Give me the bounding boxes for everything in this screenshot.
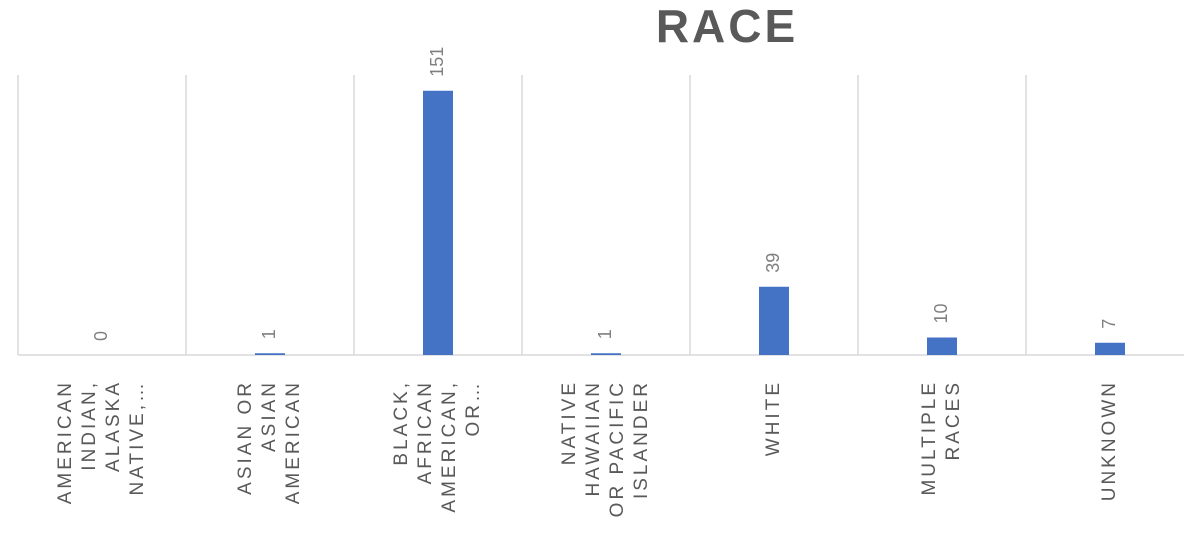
- label-line: AMERICAN,: [439, 380, 460, 513]
- label-line: MULTIPLE: [919, 380, 940, 496]
- label-line: WHITE: [763, 380, 784, 456]
- data-label: 39: [763, 253, 783, 273]
- label-line: BLACK,: [391, 380, 412, 466]
- label-line: AMERICAN: [55, 380, 76, 504]
- x-tick-label: MULTIPLE RACES: [919, 380, 964, 496]
- label-line: RACES: [943, 380, 964, 460]
- bar: [759, 286, 789, 355]
- x-tick-label: WHITE: [763, 380, 784, 456]
- label-line: INDIAN,: [79, 380, 100, 471]
- data-label: 1: [595, 329, 615, 339]
- data-label: 7: [1099, 319, 1119, 329]
- label-line: ALASKA: [103, 380, 124, 472]
- label-line: NATIVE: [559, 380, 580, 465]
- label-line: ASIAN: [259, 380, 280, 452]
- bar: [1095, 342, 1125, 355]
- data-label: 0: [91, 331, 111, 341]
- label-line: UNKNOWN: [1099, 380, 1120, 501]
- label-line: OR PACIFIC: [607, 380, 628, 517]
- x-tick-label: UNKNOWN: [1099, 380, 1120, 501]
- data-label: 1: [259, 329, 279, 339]
- bar: [591, 353, 621, 355]
- label-line: HAWAIIAN: [583, 380, 604, 497]
- x-tick-label: BLACK, AFRICAN AMERICAN, OR…: [391, 380, 484, 513]
- bar: [255, 353, 285, 355]
- label-line: AFRICAN: [415, 380, 436, 484]
- label-line: ISLANDER: [631, 380, 652, 499]
- bar: [927, 337, 957, 355]
- label-line: ASIAN OR: [235, 380, 256, 495]
- label-line: AMERICAN: [283, 380, 304, 504]
- data-label: 151: [427, 47, 447, 77]
- x-tick-label: NATIVE HAWAIIAN OR PACIFIC ISLANDER: [559, 380, 652, 517]
- x-tick-label: AMERICAN INDIAN, ALASKA NATIVE,…: [55, 380, 148, 504]
- chart-title: RACE: [656, 0, 798, 52]
- bar: [423, 90, 453, 355]
- label-line: OR…: [463, 380, 484, 437]
- x-tick-label: ASIAN OR ASIAN AMERICAN: [235, 380, 304, 504]
- data-label: 10: [931, 303, 951, 323]
- label-line: NATIVE,…: [127, 380, 148, 496]
